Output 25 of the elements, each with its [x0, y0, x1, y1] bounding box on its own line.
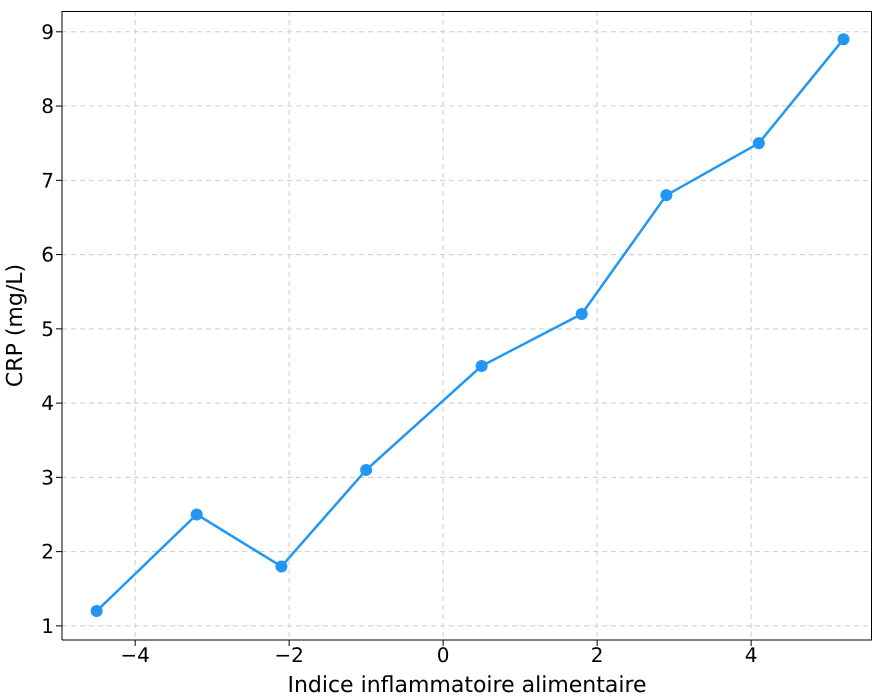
x-tick-label: −2 [274, 643, 304, 668]
y-tick-label: 7 [41, 168, 54, 192]
point [275, 560, 288, 572]
y-tick-label: 3 [41, 465, 54, 490]
x-tick-label: 0 [436, 643, 450, 668]
y-axis-title: CRP (mg/L) [2, 264, 28, 388]
y-tick-label: 2 [41, 540, 54, 564]
x-tick-label: −4 [120, 643, 150, 668]
y-tick-label: 1 [41, 614, 54, 638]
point [576, 308, 588, 320]
point [476, 360, 488, 372]
point [360, 464, 372, 476]
x-axis-title: Indice inflammatoire alimentaire [287, 673, 647, 696]
point [660, 189, 672, 202]
point [90, 605, 103, 618]
point [752, 137, 765, 150]
point [190, 508, 203, 520]
y-tick-label: 8 [41, 94, 54, 118]
y-tick-label: 4 [41, 391, 54, 416]
y-tick-label: 5 [41, 316, 54, 341]
point [838, 33, 850, 46]
y-tick-label: 9 [41, 20, 54, 44]
x-tick-label: 2 [590, 643, 604, 668]
x-tick-label: 4 [744, 643, 758, 668]
y-tick-label: 6 [41, 242, 54, 267]
